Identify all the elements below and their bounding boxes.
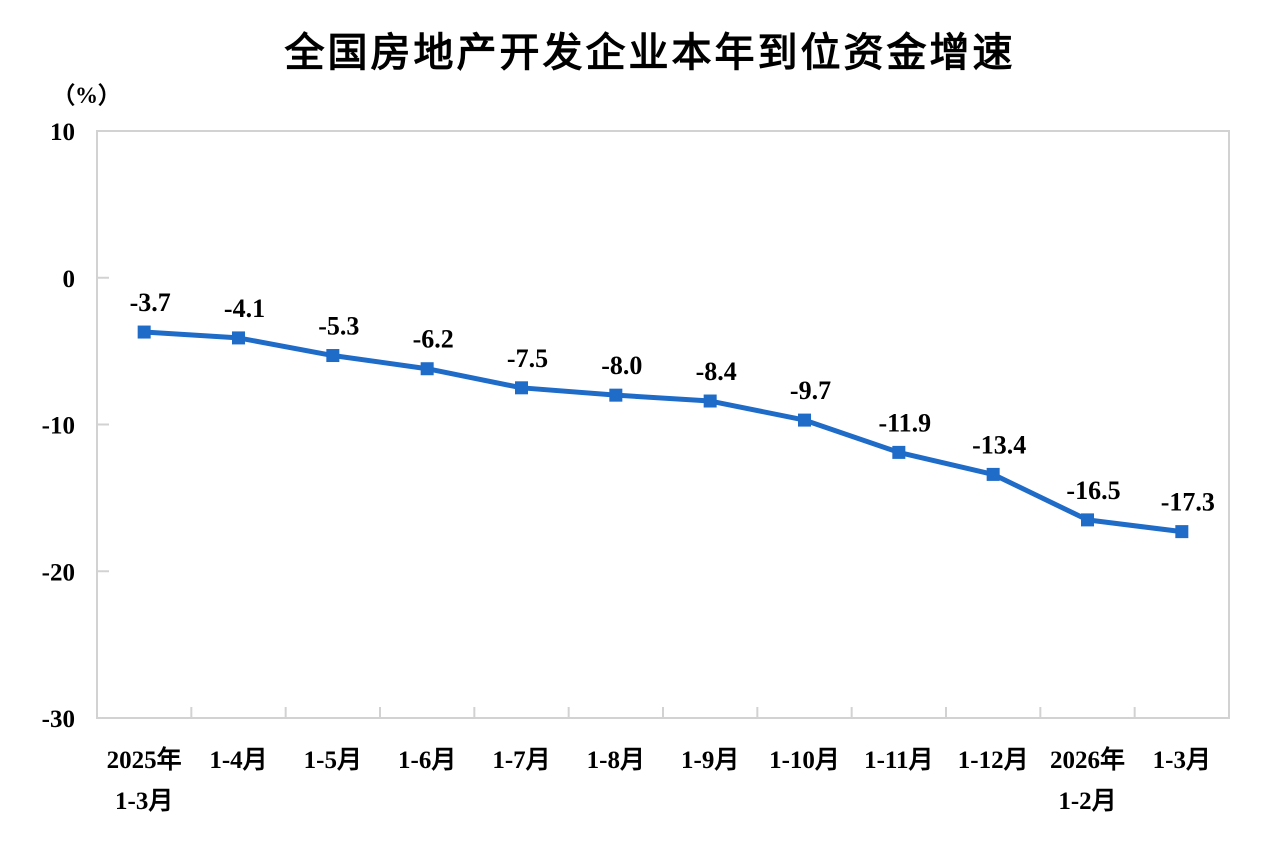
- data-point-label: -17.3: [1161, 488, 1215, 517]
- x-category-label: 1-3月: [115, 788, 173, 815]
- x-category-label: 2025年: [107, 745, 182, 774]
- x-category-label: 1-6月: [398, 747, 456, 774]
- data-point-marker: [892, 445, 906, 459]
- y-axis-unit-label: （%）: [52, 83, 121, 108]
- data-point-label: -7.5: [507, 344, 548, 373]
- data-point-marker: [326, 349, 340, 363]
- x-category-label: 1-4月: [209, 747, 267, 774]
- x-category-label: 1-5月: [304, 747, 362, 774]
- x-category-label: 1-7月: [492, 747, 550, 774]
- y-axis-tick-label: 10: [50, 119, 75, 146]
- data-point-label: -9.7: [790, 376, 831, 405]
- y-axis-tick-label: -10: [42, 413, 75, 440]
- data-point-label: -11.9: [878, 408, 931, 437]
- x-category-label: 2026年: [1050, 745, 1125, 774]
- plot-border: [96, 130, 1230, 719]
- x-category-label: 1-10月: [769, 747, 840, 774]
- x-category-label: 1-11月: [864, 747, 933, 774]
- y-axis-tick-label: -30: [42, 706, 75, 733]
- data-point-marker: [420, 362, 434, 376]
- x-category-label: 1-3月: [1153, 747, 1211, 774]
- data-point-label: -8.0: [601, 351, 642, 380]
- data-point-marker: [137, 325, 151, 339]
- data-point-marker: [515, 381, 528, 395]
- data-point-label: -13.4: [972, 430, 1026, 459]
- data-point-marker: [1081, 513, 1094, 527]
- x-category-label: 1-12月: [958, 747, 1029, 774]
- x-category-label: 1-2月: [1058, 788, 1116, 815]
- data-point-label: -16.5: [1066, 476, 1120, 505]
- data-point-marker: [609, 388, 623, 402]
- data-point-label: -3.7: [130, 288, 171, 317]
- data-point-label: -8.4: [696, 357, 737, 386]
- x-category-label: 1-9月: [681, 747, 739, 774]
- data-point-label: -5.3: [318, 312, 359, 341]
- y-axis-tick-label: -20: [42, 559, 75, 586]
- data-point-marker: [798, 413, 811, 427]
- y-axis-tick-label: 0: [63, 266, 76, 293]
- x-category-label: 1-8月: [587, 747, 645, 774]
- data-point-marker: [1175, 525, 1189, 539]
- data-point-marker: [232, 331, 245, 345]
- data-point-marker: [986, 467, 1000, 481]
- data-point-label: -4.1: [224, 294, 265, 323]
- data-point-label: -6.2: [413, 325, 454, 354]
- chart-title: 全国房地产开发企业本年到位资金增速: [284, 31, 1016, 75]
- data-point-marker: [703, 394, 717, 408]
- data-line: [141, 329, 1185, 535]
